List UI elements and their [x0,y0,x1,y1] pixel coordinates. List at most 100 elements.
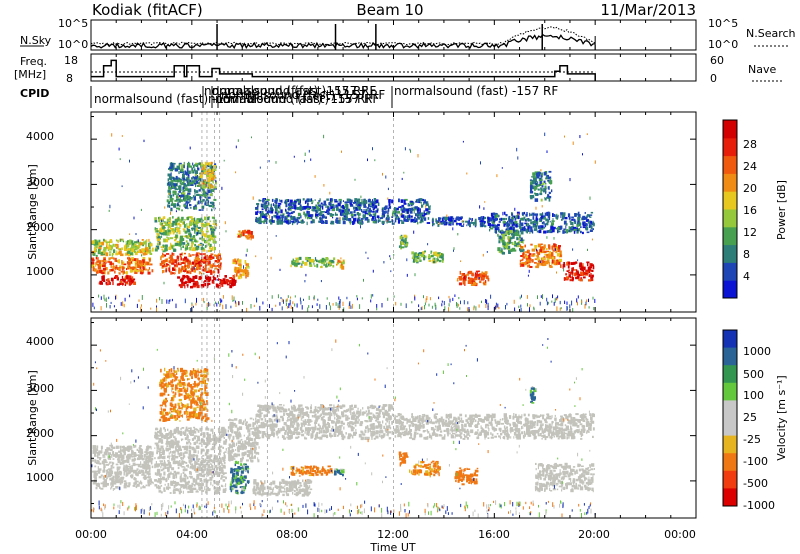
power-region-5-cell [232,281,234,284]
power-region-3-cell [182,238,185,241]
power-region-12-cell [507,227,510,232]
power-region-0-cell [144,247,148,251]
power-noise-cell [577,295,579,299]
power-region-4-cell [159,262,162,266]
power-region-18-cell [509,230,513,234]
power-region-4-cell [187,261,190,265]
power-region-7-cell [244,231,249,234]
power-region-19-cell [521,263,525,267]
power-region-3-cell [210,228,212,231]
power-region-5-cell [207,282,211,285]
power-region-8-cell [180,168,184,172]
power-region-9-cell [202,168,204,171]
power-region-20-cell [581,272,584,276]
power-region-18-cell [523,248,525,253]
power-scatter-cell [221,186,223,190]
velocity-region-1-cell [224,451,227,453]
power-region-5-cell [186,276,190,280]
power-noise-cell [231,295,233,300]
velocity-region-0-cell [107,452,112,456]
power-region-9-cell [214,169,217,171]
power-region-12-cell [511,226,515,230]
power-region-3-cell [155,235,158,238]
power-region-19-cell [558,261,561,265]
power-region-10-cell [331,213,334,216]
power-region-10-cell [330,215,333,217]
power-region-0-cell [121,247,124,251]
power-noise-cell [246,307,248,313]
power-noise-cell [294,295,296,298]
power-region-8-cell [183,161,185,166]
power-region-19-cell [541,250,544,254]
power-region-3-cell [188,247,191,249]
power-region-18-cell [509,237,513,240]
velocity-region-0-cell [102,475,106,480]
power-region-4-cell [183,252,186,255]
power-region-8-cell [167,178,170,182]
power-region-3-cell [177,227,181,229]
power-region-21-cell [545,190,547,194]
power-region-12-cell [573,228,577,232]
power-region-3-cell [162,232,166,236]
velocity-region-1-cell [168,456,170,460]
power-region-0-cell [105,241,109,243]
power-region-3-cell [170,220,172,223]
power-region-12-cell [574,213,577,217]
power-region-2-cell [98,282,101,285]
power-region-12-cell [543,230,547,234]
velocity-region-1-cell [188,453,190,456]
velocity-region-1-cell [198,469,202,472]
power-region-4-cell [162,265,165,268]
power-scatter-cell [579,135,581,139]
power-region-10-cell [365,210,367,215]
velocity-region-0-cell [97,466,99,470]
velocity-region-1-cell [190,484,193,488]
velocity-region-1-cell [197,438,200,442]
power-region-10-cell [325,204,327,208]
power-noise-cell [467,301,469,305]
power-scatter-cell [169,205,171,208]
power-noise-cell [514,307,516,312]
velocity-region-0-cell [95,470,98,473]
power-region-1-cell [134,261,137,264]
power-region-1-cell [139,269,142,272]
power-region-20-cell [566,261,571,265]
power-region-18-cell [512,233,515,237]
power-region-17-cell [467,271,470,274]
power-region-3-cell [174,242,178,247]
power-region-10-cell [368,209,371,213]
power-region-10-cell [428,205,430,208]
power-region-4-cell [182,266,183,271]
power-region-8-cell [193,168,196,172]
velocity-region-1-cell [185,461,188,464]
power-region-10-cell [346,217,348,221]
power-region-19-cell [553,243,556,247]
power-region-18-cell [504,242,509,246]
velocity-region-0-cell [140,451,144,455]
power-region-8-cell [168,201,170,204]
power-region-3-cell [204,216,207,221]
velocity-region-1-cell [199,464,201,468]
power-region-0-cell [93,242,97,246]
velocity-region-1-cell [182,452,185,456]
power-region-12-cell [589,229,592,232]
power-region-8-cell [175,188,179,191]
power-noise-cell [581,300,583,303]
power-region-6-cell [238,259,242,263]
power-region-10-cell [398,198,400,203]
power-region-10-cell [324,220,328,224]
velocity-region-1-cell [204,452,208,456]
power-scatter-cell [414,273,416,277]
power-region-8-cell [208,164,212,168]
velocity-region-0-cell [148,453,152,457]
power-region-20-cell [562,265,564,269]
power-scatter-cell [240,234,242,238]
velocity-region-1-cell [223,452,225,455]
power-scatter-cell [501,247,503,250]
velocity-region-0-cell [111,483,114,487]
velocity-region-1-cell [165,477,168,482]
power-region-15-cell [404,241,409,245]
power-scatter-cell [372,269,374,273]
power-region-11-cell [483,221,486,224]
velocity-region-0-cell [140,471,142,474]
